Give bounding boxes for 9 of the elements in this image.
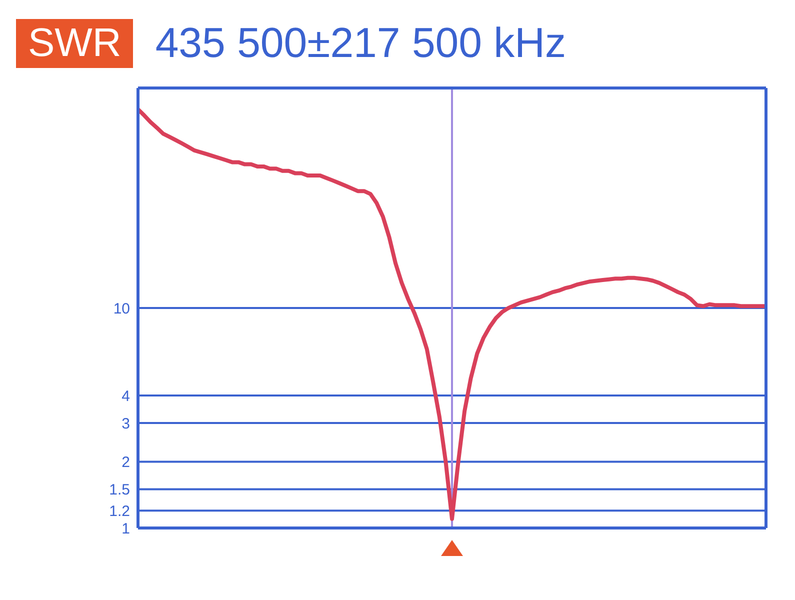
y-tick-label: 3 xyxy=(122,415,130,432)
chart-title: SWR xyxy=(16,18,134,68)
y-tick-label: 4 xyxy=(122,388,130,405)
y-tick-label: 1.2 xyxy=(109,502,130,520)
y-tick-label: 10 xyxy=(113,300,130,318)
y-tick-label: 1 xyxy=(122,520,130,538)
chart-subtitle: 435 500±217 500 kHz xyxy=(155,19,566,67)
y-tick-label: 2 xyxy=(122,454,130,472)
y-tick-label: 1.5 xyxy=(109,482,130,499)
